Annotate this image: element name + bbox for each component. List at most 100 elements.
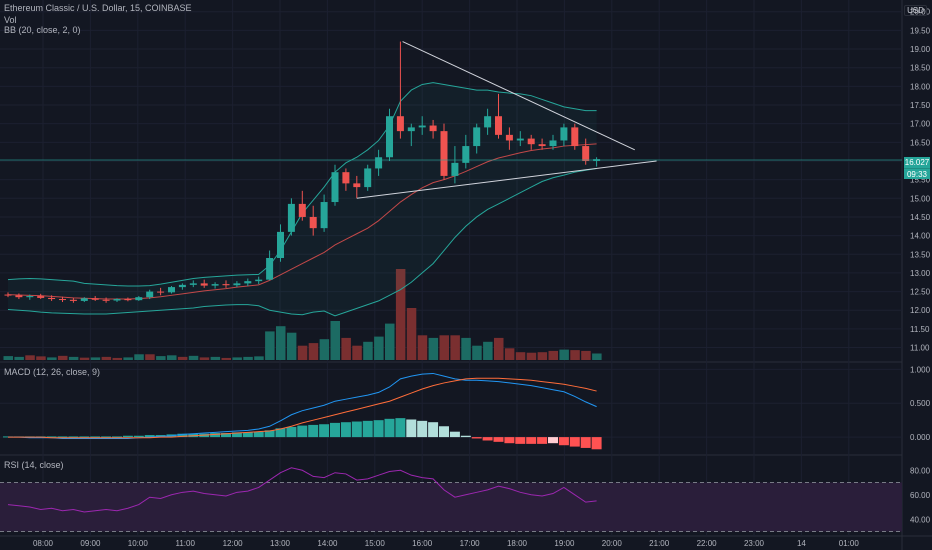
candle-body (495, 116, 502, 135)
candle-body (189, 283, 197, 285)
volume-bar (494, 337, 504, 360)
time-tick-label: 18:00 (507, 539, 528, 548)
volume-bar (254, 356, 264, 360)
macd-histogram-bar (471, 437, 482, 439)
volume-bar (156, 356, 166, 360)
time-tick-label: 10:00 (128, 539, 149, 548)
macd-histogram-bar (439, 426, 449, 438)
volume-bar (363, 341, 373, 360)
volume-bar (112, 357, 122, 360)
volume-bar (385, 323, 395, 360)
volume-bar (374, 336, 384, 360)
macd-histogram-bar (548, 437, 558, 444)
candle-body (364, 168, 372, 188)
candle-body (277, 231, 284, 258)
candle-body (255, 279, 263, 282)
candle-body (505, 134, 513, 141)
macd-histogram-bar (384, 418, 395, 438)
macd-tick-label: 0.500 (910, 399, 931, 408)
time-tick-label: 17:00 (460, 539, 481, 548)
candle-body (386, 116, 393, 158)
candle-body (298, 203, 306, 217)
volume-bar (472, 345, 482, 360)
candle-body (15, 295, 23, 298)
time-tick-label: 19:00 (554, 539, 575, 548)
volume-bar (286, 332, 297, 360)
rsi-line (7, 467, 597, 513)
time-tick-label: 11:00 (175, 539, 195, 548)
macd-indicator-label: MACD (12, 26, close, 9) (4, 367, 101, 377)
candle-body (473, 127, 481, 147)
last-price-tag: 16.027 09:33 (904, 157, 930, 179)
volume-bar (483, 341, 493, 360)
candle-body (484, 116, 492, 128)
macd-histogram-bar (57, 436, 68, 438)
candle-body (582, 146, 590, 161)
macd-histogram-bar (340, 422, 351, 438)
time-tick-label: 13:00 (270, 539, 291, 548)
price-tick-label: 13.00 (910, 269, 931, 278)
volume-bar (352, 345, 362, 360)
volume-bar (450, 335, 460, 360)
currency-label[interactable]: USD (904, 5, 927, 16)
macd-histogram-bar (482, 437, 493, 441)
macd-histogram-bar (362, 420, 373, 438)
volume-bar (341, 337, 351, 360)
macd-histogram-bar (297, 425, 308, 438)
macd-histogram-bar (449, 431, 460, 438)
price-tick-label: 18.00 (910, 82, 931, 91)
candle-body (342, 172, 350, 184)
volume-bar (123, 357, 133, 360)
candle-body (538, 144, 546, 147)
price-tick-label: 13.50 (910, 250, 931, 259)
macd-histogram-bar (395, 418, 406, 438)
macd-histogram-bar (122, 435, 133, 438)
macd-histogram-bar (460, 435, 471, 438)
time-tick-label: 08:00 (33, 539, 54, 548)
candle-body (309, 216, 317, 229)
candle-body (211, 284, 219, 286)
macd-histogram-bar (558, 437, 569, 446)
volume-bar (395, 269, 406, 360)
volume-bar (406, 308, 417, 360)
volume-bar (68, 356, 79, 360)
price-tick-label: 14.00 (910, 232, 931, 241)
time-tick-label: 21:00 (649, 539, 670, 548)
volume-bar (145, 354, 155, 360)
volume-bar (439, 335, 449, 360)
macd-line (8, 372, 597, 439)
macd-histogram-bar (286, 426, 297, 438)
candle-body (80, 298, 88, 301)
bollinger-bands-label: BB (20, close, 2, 0) (4, 25, 81, 35)
volume-bar (570, 350, 580, 360)
price-tick-label: 19.50 (910, 26, 931, 35)
time-tick-label: 20:00 (602, 539, 623, 548)
bollinger-lower-band (7, 167, 597, 317)
time-tick-label: 01:00 (839, 539, 860, 548)
volume-bar (504, 348, 515, 360)
price-tick-label: 11.50 (910, 325, 930, 334)
macd-histogram-bar (493, 437, 504, 442)
candle-body (157, 291, 165, 293)
volume-bar (330, 321, 340, 360)
price-tick-label: 17.50 (910, 101, 931, 110)
macd-histogram-bar (253, 431, 264, 438)
candle-body (516, 138, 524, 141)
time-tick-label: 23:00 (744, 539, 765, 548)
symbol-title: Ethereum Classic / U.S. Dollar, 15, COIN… (4, 3, 192, 13)
macd-histogram-bar (515, 437, 526, 444)
candle-body (287, 203, 295, 232)
candle-body (113, 299, 121, 301)
price-tick-label: 18.50 (910, 64, 931, 73)
candle-body (59, 299, 66, 301)
macd-histogram-bar (319, 424, 330, 438)
time-tick-label: 14 (797, 539, 806, 548)
volume-bar (3, 356, 13, 360)
macd-histogram-bar (112, 436, 122, 438)
macd-histogram-bar (591, 437, 602, 450)
candle-body (102, 299, 110, 301)
candle-body (396, 116, 404, 132)
last-price-value: 16.027 (904, 158, 930, 167)
candle-body (320, 202, 328, 229)
